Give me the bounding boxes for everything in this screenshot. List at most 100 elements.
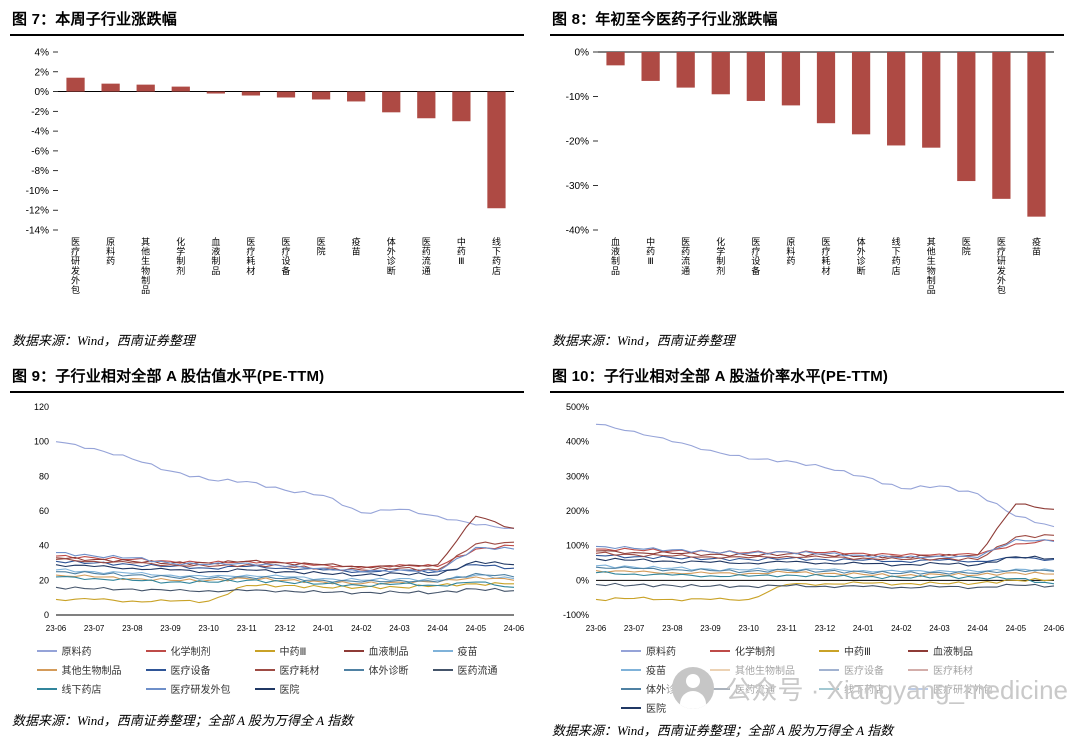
bar bbox=[992, 52, 1011, 199]
svg-text:-6%: -6% bbox=[31, 146, 49, 157]
bar bbox=[746, 52, 765, 101]
figure-10-legend: 原料药 化学制剂 中药Ⅲ 血液制品 疫苗 其他生物制品 医疗设备 医疗耗材 体外诊断 医药流通 线下… bbox=[550, 643, 1064, 715]
series-line bbox=[55, 441, 515, 529]
bar bbox=[781, 52, 801, 106]
legend-item: 医疗耗材 bbox=[908, 662, 993, 677]
figure-10-chart-area: 500% 400% 300% 200% 100% 0% -100% 23-06 23-07 23-… bbox=[550, 397, 1064, 639]
svg-text:0%: 0% bbox=[576, 575, 589, 585]
legend-item: 线下药店 bbox=[36, 681, 122, 696]
bar bbox=[382, 91, 401, 113]
legend-label: 原料药 bbox=[646, 647, 676, 658]
legend-label: 体外诊断 bbox=[646, 685, 686, 696]
category-label: 化学制剂 bbox=[716, 236, 725, 276]
legend-label: 中药Ⅲ bbox=[844, 647, 871, 658]
legend-label: 医疗耗材 bbox=[279, 666, 320, 677]
x-axis-label: 24-06 bbox=[504, 624, 524, 633]
svg-text:100: 100 bbox=[34, 437, 49, 447]
legend-item: 医药流通 bbox=[710, 681, 795, 696]
series-line bbox=[55, 586, 515, 595]
legend-label: 血液制品 bbox=[368, 647, 409, 658]
legend-label: 疫苗 bbox=[646, 666, 666, 677]
legend-label: 医院 bbox=[279, 685, 300, 696]
legend-label: 化学制剂 bbox=[735, 647, 775, 658]
figure-9-line-chart: 120 100 80 60 40 20 0 23-06 23-07 23-08 23-09 23-10… bbox=[34, 402, 524, 633]
figure-9-legend: 原料药 化学制剂 中药Ⅲ 血液制品 疫苗 其他生物制品 医疗设备 医疗耗材 体外诊断 医药流通 线下… bbox=[10, 643, 524, 705]
legend-item: 疫苗 bbox=[621, 662, 686, 677]
legend-swatch bbox=[36, 649, 57, 652]
x-axis-label: 24-05 bbox=[466, 624, 487, 633]
legend-swatch bbox=[145, 649, 166, 652]
series-line bbox=[595, 577, 1055, 602]
category-label: 疫苗 bbox=[352, 236, 361, 257]
figure-9-chart-area: 120 100 80 60 40 20 0 23-06 23-07 23-08 23-09 23-10… bbox=[10, 397, 524, 639]
legend-item: 医疗研发外包 bbox=[908, 681, 993, 696]
legend-item: 疫苗 bbox=[432, 643, 498, 658]
legend-item: 医院 bbox=[254, 681, 320, 696]
legend-swatch bbox=[145, 668, 166, 671]
bar bbox=[1027, 52, 1046, 217]
legend-item: 体外诊断 bbox=[621, 681, 686, 696]
svg-text:0%: 0% bbox=[575, 48, 590, 59]
svg-text:120: 120 bbox=[34, 402, 49, 412]
legend-swatch bbox=[621, 687, 641, 690]
bar bbox=[922, 52, 941, 148]
category-label: 体外诊断 bbox=[387, 236, 396, 276]
x-axis-label: 24-04 bbox=[427, 624, 448, 633]
svg-text:-14%: -14% bbox=[26, 226, 49, 237]
bar bbox=[851, 52, 871, 135]
legend-swatch bbox=[36, 687, 57, 690]
x-axis-label: 24-02 bbox=[351, 624, 372, 633]
legend-swatch bbox=[254, 649, 275, 652]
x-axis-label: 24-02 bbox=[891, 624, 912, 633]
legend-swatch bbox=[908, 668, 928, 671]
category-label: 中药 Ⅲ bbox=[646, 236, 655, 266]
legend-swatch bbox=[343, 649, 364, 652]
bar bbox=[206, 91, 225, 94]
legend-swatch bbox=[432, 668, 453, 671]
legend-swatch bbox=[254, 687, 275, 690]
x-axis-label: 23-09 bbox=[700, 624, 721, 633]
figure-10-title: 图 10：子行业相对全部 A 股溢价率水平(PE-TTM) bbox=[550, 363, 1064, 393]
x-axis-label: 23-08 bbox=[662, 624, 683, 633]
legend-label: 医院 bbox=[646, 704, 666, 715]
legend-label: 其他生物制品 bbox=[61, 666, 122, 677]
legend-label: 医药流通 bbox=[457, 666, 498, 677]
legend-item: 医药流通 bbox=[432, 662, 498, 677]
x-axis-label: 23-06 bbox=[586, 624, 607, 633]
svg-text:0%: 0% bbox=[35, 87, 50, 98]
category-label: 医疗研发外包 bbox=[71, 237, 80, 295]
series-line bbox=[595, 503, 1055, 559]
figure-8-bar-chart: 0% -10% -20% -30% -40% 血液制品 中药 Ⅲ 医药流通 化学制剂 医疗设备 原料药… bbox=[566, 48, 1054, 295]
figure-10-line-chart: 500% 400% 300% 200% 100% 0% -100% 23-06 23-07 23-… bbox=[563, 402, 1064, 633]
figure-8-source: 数据来源：Wind，西南证券整理 bbox=[552, 333, 735, 348]
legend-swatch bbox=[254, 668, 275, 671]
figure-10: 图 10：子行业相对全部 A 股溢价率水平(PE-TTM) 500% 400% 30… bbox=[550, 363, 1064, 739]
x-axis-label: 23-12 bbox=[275, 624, 296, 633]
series-line bbox=[595, 564, 1055, 573]
x-axis-label: 23-06 bbox=[46, 624, 67, 633]
series-line bbox=[595, 566, 1055, 575]
x-axis-label: 23-09 bbox=[160, 624, 181, 633]
bar bbox=[606, 52, 625, 66]
legend-item: 其他生物制品 bbox=[36, 662, 122, 677]
bar bbox=[711, 52, 730, 95]
category-label: 血液制品 bbox=[611, 236, 620, 276]
svg-text:0: 0 bbox=[44, 610, 49, 620]
legend-item: 中药Ⅲ bbox=[819, 643, 884, 658]
x-axis-label: 24-01 bbox=[313, 624, 334, 633]
legend-swatch bbox=[36, 668, 57, 671]
category-label: 医疗耗材 bbox=[821, 237, 830, 276]
figure-7-title: 图 7：本周子行业涨跌幅 bbox=[10, 6, 524, 36]
legend-swatch bbox=[621, 668, 641, 671]
legend-swatch bbox=[819, 668, 839, 671]
legend-item: 线下药店 bbox=[819, 681, 884, 696]
legend-swatch bbox=[432, 649, 453, 652]
svg-text:-20%: -20% bbox=[566, 137, 589, 148]
series-line bbox=[595, 554, 1055, 563]
figure-8-chart-area: 0% -10% -20% -30% -40% 血液制品 中药 Ⅲ 医药流通 化学制剂 医疗设备 原料药… bbox=[550, 40, 1064, 325]
figure-7-bar-chart: 4% 2% 0% -2% -4% -6% -8% -10% -12% -14% 医疗研发外包 原料药 其… bbox=[26, 48, 514, 295]
figure-9-title: 图 9：子行业相对全部 A 股估值水平(PE-TTM) bbox=[10, 363, 524, 393]
svg-text:40: 40 bbox=[39, 541, 49, 551]
figure-7-chart-area: 4% 2% 0% -2% -4% -6% -8% -10% -12% -14% 医疗研发外包 原料药 其… bbox=[10, 40, 524, 325]
series-line bbox=[595, 570, 1055, 578]
